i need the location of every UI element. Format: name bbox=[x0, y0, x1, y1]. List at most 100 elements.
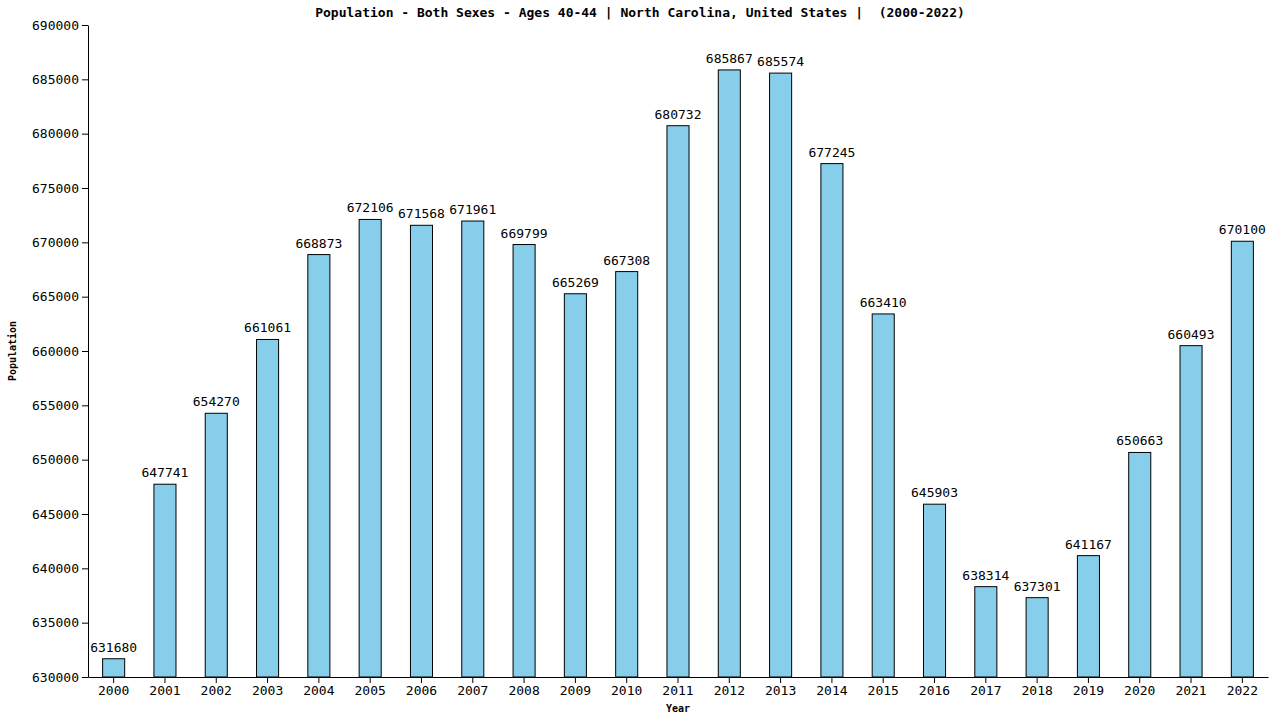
x-tick-label: 2018 bbox=[1021, 683, 1052, 698]
x-tick: 2009 bbox=[560, 677, 591, 698]
x-tick: 2016 bbox=[919, 677, 950, 698]
x-tick: 2007 bbox=[457, 677, 488, 698]
x-tick: 2003 bbox=[252, 677, 283, 698]
data-label: 680732 bbox=[655, 107, 702, 122]
x-tick-label: 2015 bbox=[868, 683, 899, 698]
x-tick: 2002 bbox=[201, 677, 232, 698]
bar bbox=[513, 245, 535, 677]
x-tick-label: 2003 bbox=[252, 683, 283, 698]
bar bbox=[1026, 598, 1048, 677]
x-tick: 2000 bbox=[98, 677, 129, 698]
data-labels: 6316806477416542706610616688736721066715… bbox=[90, 51, 1266, 655]
bar bbox=[103, 659, 125, 677]
data-label: 654270 bbox=[193, 394, 240, 409]
x-tick-label: 2002 bbox=[201, 683, 232, 698]
x-tick: 2014 bbox=[816, 677, 847, 698]
data-label: 645903 bbox=[911, 485, 958, 500]
x-tick-label: 2005 bbox=[355, 683, 386, 698]
y-axis-line bbox=[88, 26, 89, 678]
y-tick-mark bbox=[82, 134, 88, 135]
bar bbox=[667, 126, 689, 677]
x-tick-label: 2019 bbox=[1073, 683, 1104, 698]
x-tick-label: 2001 bbox=[149, 683, 180, 698]
x-tick: 2018 bbox=[1021, 677, 1052, 698]
x-tick-mark bbox=[1242, 677, 1243, 683]
x-tick-label: 2004 bbox=[303, 683, 334, 698]
data-label: 638314 bbox=[962, 568, 1009, 583]
y-tick-mark bbox=[82, 514, 88, 515]
x-tick: 2020 bbox=[1124, 677, 1155, 698]
data-label: 641167 bbox=[1065, 537, 1112, 552]
y-tick-mark bbox=[82, 25, 88, 26]
x-tick: 2013 bbox=[765, 677, 796, 698]
title: Population - Both Sexes - Ages 40-44 | N… bbox=[315, 5, 965, 20]
x-tick-mark bbox=[1088, 677, 1089, 683]
x-tick-label: 2008 bbox=[508, 683, 539, 698]
data-label: 665269 bbox=[552, 275, 599, 290]
x-tick-mark bbox=[883, 677, 884, 683]
x-tick-mark bbox=[985, 677, 986, 683]
x-tick-label: 2020 bbox=[1124, 683, 1155, 698]
y-tick: 685000 bbox=[32, 72, 88, 87]
x-tick-mark bbox=[216, 677, 217, 683]
x-tick-label: 2011 bbox=[662, 683, 693, 698]
data-label: 660493 bbox=[1168, 327, 1215, 342]
y-tick: 680000 bbox=[32, 126, 88, 141]
bar bbox=[872, 314, 894, 677]
bar bbox=[1129, 452, 1151, 677]
x-tick: 2017 bbox=[970, 677, 1001, 698]
x-tick-mark bbox=[934, 677, 935, 683]
bar bbox=[821, 164, 843, 677]
bar bbox=[1231, 241, 1253, 677]
x-tick-mark bbox=[267, 677, 268, 683]
bar bbox=[770, 73, 792, 677]
x-tick-mark bbox=[1191, 677, 1192, 683]
data-label: 672106 bbox=[347, 200, 394, 215]
data-label: 670100 bbox=[1219, 222, 1266, 237]
x-tick-mark bbox=[370, 677, 371, 683]
x-tick: 2010 bbox=[611, 677, 642, 698]
data-label: 671961 bbox=[449, 202, 496, 217]
bar bbox=[616, 272, 638, 677]
y-tick-mark bbox=[82, 242, 88, 243]
y-axis: 6300006350006400006450006500006550006600… bbox=[32, 18, 88, 685]
x-tick: 2008 bbox=[508, 677, 539, 698]
x-tick-mark bbox=[831, 677, 832, 683]
y-tick-label: 640000 bbox=[32, 561, 79, 576]
x-tick-label: 2016 bbox=[919, 683, 950, 698]
y-tick-label: 630000 bbox=[32, 670, 79, 685]
y-tick-label: 645000 bbox=[32, 507, 79, 522]
x-tick-label: 2009 bbox=[560, 683, 591, 698]
y-tick: 670000 bbox=[32, 235, 88, 250]
y-tick-mark bbox=[82, 460, 88, 461]
y-tick-mark bbox=[82, 79, 88, 80]
data-label: 685574 bbox=[757, 54, 804, 69]
x-tick-mark bbox=[113, 677, 114, 683]
y-tick: 635000 bbox=[32, 615, 88, 630]
x-tick: 2011 bbox=[662, 677, 693, 698]
y-tick-label: 675000 bbox=[32, 181, 79, 196]
data-label: 637301 bbox=[1014, 579, 1061, 594]
y-tick: 650000 bbox=[32, 452, 88, 467]
y-tick: 630000 bbox=[32, 670, 88, 685]
bar bbox=[1180, 346, 1202, 677]
data-label: 671568 bbox=[398, 206, 445, 221]
y-tick-mark bbox=[82, 405, 88, 406]
bar bbox=[410, 225, 432, 677]
y-tick-label: 635000 bbox=[32, 615, 79, 630]
x-tick-mark bbox=[1139, 677, 1140, 683]
y-tick-mark bbox=[82, 568, 88, 569]
y-tick-label: 665000 bbox=[32, 289, 79, 304]
plot: 6300006350006400006450006500006550006600… bbox=[32, 18, 1268, 699]
x-tick-mark bbox=[421, 677, 422, 683]
y-tick: 660000 bbox=[32, 344, 88, 359]
y-axis-title: Population bbox=[7, 321, 18, 381]
x-axis: 2000 2001 2002 2003 2004 2005 2006 2007 2008 2009… bbox=[89, 677, 1269, 698]
x-tick-label: 2010 bbox=[611, 683, 642, 698]
y-tick: 665000 bbox=[32, 289, 88, 304]
x-tick-label: 2014 bbox=[816, 683, 847, 698]
x-tick: 2004 bbox=[303, 677, 334, 698]
bar bbox=[359, 219, 381, 677]
x-tick: 2006 bbox=[406, 677, 437, 698]
x-tick-label: 2021 bbox=[1175, 683, 1206, 698]
